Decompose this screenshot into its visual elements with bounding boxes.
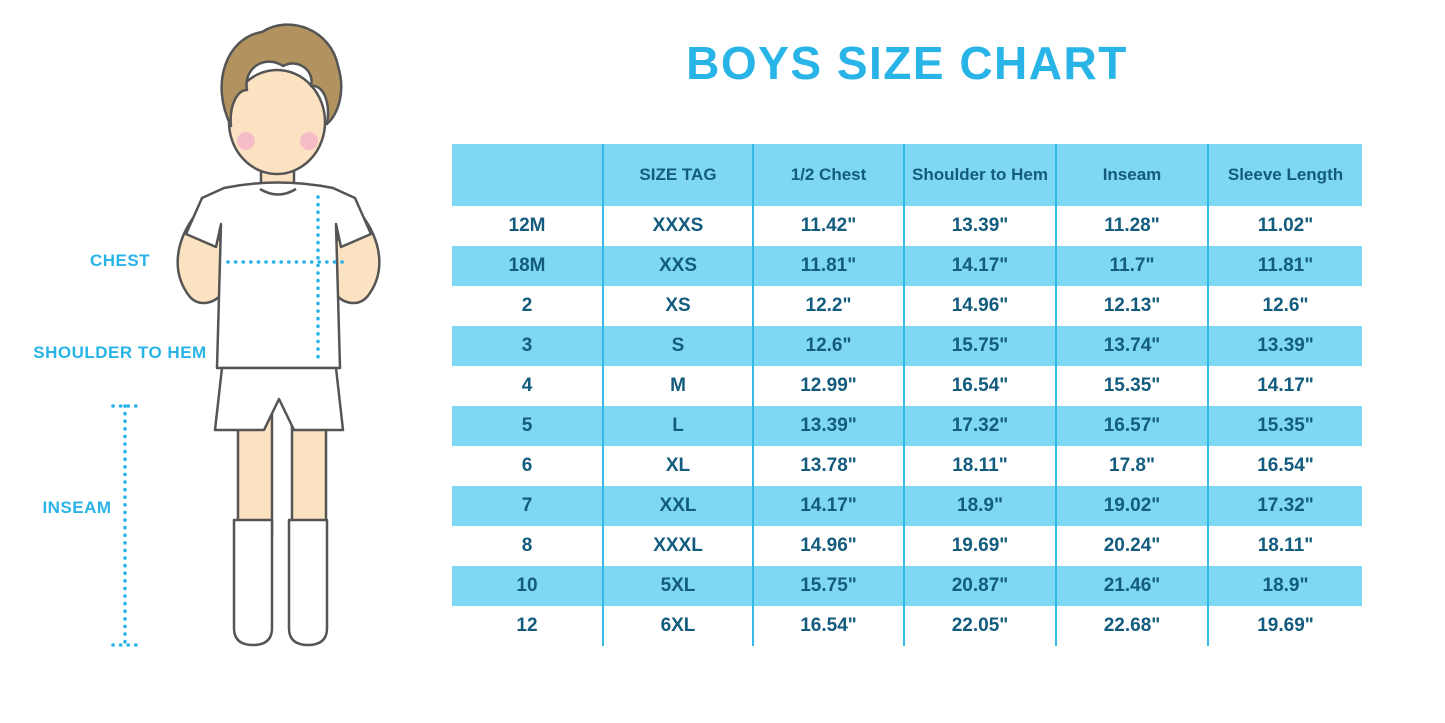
- table-row: 10 5XL 15.75" 20.87" 21.46" 18.9": [452, 566, 1362, 606]
- measurement-cell: 19.02": [1055, 486, 1208, 526]
- measurement-cell: 15.75": [903, 326, 1056, 366]
- measurement-cell: L: [602, 406, 753, 446]
- measurement-cell: 17.32": [903, 406, 1056, 446]
- measurement-cell: 16.57": [1055, 406, 1208, 446]
- size-label-cell: 4: [521, 375, 533, 396]
- size-label-cell: 7: [521, 495, 533, 516]
- measurement-cell: 16.54": [1207, 446, 1362, 486]
- table-row: 5 L 13.39" 17.32" 16.57" 15.35": [452, 406, 1362, 446]
- measurement-cell: 18.11": [903, 446, 1056, 486]
- measurement-cell: 13.39": [752, 406, 904, 446]
- measurement-cell: 18.9": [903, 486, 1056, 526]
- shoulder-to-hem-label: SHOULDER TO HEM: [33, 343, 207, 362]
- column-header: [452, 144, 603, 206]
- measurement-cell: XL: [602, 446, 753, 486]
- table-row: 4 M 12.99" 16.54" 15.35" 14.17": [452, 366, 1362, 406]
- column-header: Inseam: [1055, 144, 1208, 206]
- measurement-cell: M: [602, 366, 753, 406]
- measurement-cell: 15.35": [1055, 366, 1208, 406]
- measurement-dotted-lines: [111, 195, 350, 647]
- inseam-label: INSEAM: [42, 498, 112, 517]
- size-label-cell: 18M: [508, 255, 546, 276]
- measurement-cell: S: [602, 326, 753, 366]
- measurement-cell: 11.42": [752, 206, 904, 246]
- column-header: Shoulder to Hem: [903, 144, 1056, 206]
- measurement-cell: 14.17": [903, 246, 1056, 286]
- measurement-cell: 20.24": [1055, 526, 1208, 566]
- size-label-cell: 6: [521, 455, 533, 476]
- measurement-cell: XXL: [602, 486, 753, 526]
- page-title: BOYS SIZE CHART: [686, 37, 1128, 89]
- measurement-cell: 17.8": [1055, 446, 1208, 486]
- table-row: 3 S 12.6" 15.75" 13.74" 13.39": [452, 326, 1362, 366]
- measurement-cell: 17.32": [1207, 486, 1362, 526]
- measurement-cell: 15.75": [752, 566, 904, 606]
- column-header: Sleeve Length: [1207, 144, 1362, 206]
- measurement-cell: 12.2": [752, 286, 904, 326]
- measurement-cell: 13.74": [1055, 326, 1208, 366]
- table-row: 6 XL 13.78" 18.11" 17.8" 16.54": [452, 446, 1362, 486]
- measurement-cell: 14.96": [903, 286, 1056, 326]
- measurement-cell: 5XL: [602, 566, 753, 606]
- measurement-cell: 20.87": [903, 566, 1056, 606]
- measurement-cell: 22.68": [1055, 606, 1208, 646]
- table-row: 2 XS 12.2" 14.96" 12.13" 12.6": [452, 286, 1362, 326]
- measurement-cell: 19.69": [1207, 606, 1362, 646]
- measurement-cell: 12.13": [1055, 286, 1208, 326]
- boy-illustration: CHEST SHOULDER TO HEM INSEAM: [0, 0, 450, 723]
- table-row: 12 6XL 16.54" 22.05" 22.68" 19.69": [452, 606, 1362, 646]
- measurement-cell: 14.17": [752, 486, 904, 526]
- column-header: 1/2 Chest: [752, 144, 904, 206]
- size-label-cell: 5: [521, 415, 533, 436]
- chest-label: CHEST: [89, 251, 151, 270]
- measurement-cell: XXXS: [602, 206, 753, 246]
- size-label-cell: 10: [516, 575, 538, 596]
- measurement-cell: 12.6": [752, 326, 904, 366]
- measurement-cell: 15.35": [1207, 406, 1362, 446]
- measurement-cell: 19.69": [903, 526, 1056, 566]
- measurement-cell: 21.46": [1055, 566, 1208, 606]
- measurement-cell: XXXL: [602, 526, 753, 566]
- measurement-cell: 14.17": [1207, 366, 1362, 406]
- measurement-cell: 6XL: [602, 606, 753, 646]
- measurement-cell: 11.28": [1055, 206, 1208, 246]
- measurement-cell: XS: [602, 286, 753, 326]
- measurement-cell: 11.02": [1207, 206, 1362, 246]
- measurement-cell: XXS: [602, 246, 753, 286]
- table-row: 12M XXXS 11.42" 13.39" 11.28" 11.02": [452, 206, 1362, 246]
- measurement-cell: 12.6": [1207, 286, 1362, 326]
- measurement-cell: 18.11": [1207, 526, 1362, 566]
- size-label-cell: 12: [516, 615, 538, 636]
- measurement-cell: 16.54": [903, 366, 1056, 406]
- measurement-cell: 11.81": [1207, 246, 1362, 286]
- measurement-cell: 18.9": [1207, 566, 1362, 606]
- table-body: 12M XXXS 11.42" 13.39" 11.28" 11.02" 18M XXS 11.…: [452, 206, 1362, 646]
- measurement-cell: 11.7": [1055, 246, 1208, 286]
- measurement-cell: 12.99": [752, 366, 904, 406]
- measurement-cell: 13.78": [752, 446, 904, 486]
- measurement-cell: 16.54": [752, 606, 904, 646]
- size-label-cell: 12M: [508, 215, 546, 236]
- measurement-cell: 22.05": [903, 606, 1056, 646]
- measurement-cell: 11.81": [752, 246, 904, 286]
- size-chart-table: SIZE TAG 1/2 Chest Shoulder to Hem Inseam Sl…: [452, 144, 1362, 646]
- table-row: 7 XXL 14.17" 18.9" 19.02" 17.32": [452, 486, 1362, 526]
- size-label-cell: 2: [521, 295, 533, 316]
- table-row: 18M XXS 11.81" 14.17" 11.7" 11.81": [452, 246, 1362, 286]
- table-row: 8 XXXL 14.96" 19.69" 20.24" 18.11": [452, 526, 1362, 566]
- boy-figure-drawing: [111, 23, 381, 647]
- size-label-cell: 8: [521, 535, 533, 556]
- column-header: SIZE TAG: [602, 144, 753, 206]
- size-label-cell: 3: [521, 335, 533, 356]
- measurement-cell: 14.96": [752, 526, 904, 566]
- table-header-row: SIZE TAG 1/2 Chest Shoulder to Hem Inseam Sl…: [452, 144, 1362, 206]
- measurement-cell: 13.39": [903, 206, 1056, 246]
- measurement-cell: 13.39": [1207, 326, 1362, 366]
